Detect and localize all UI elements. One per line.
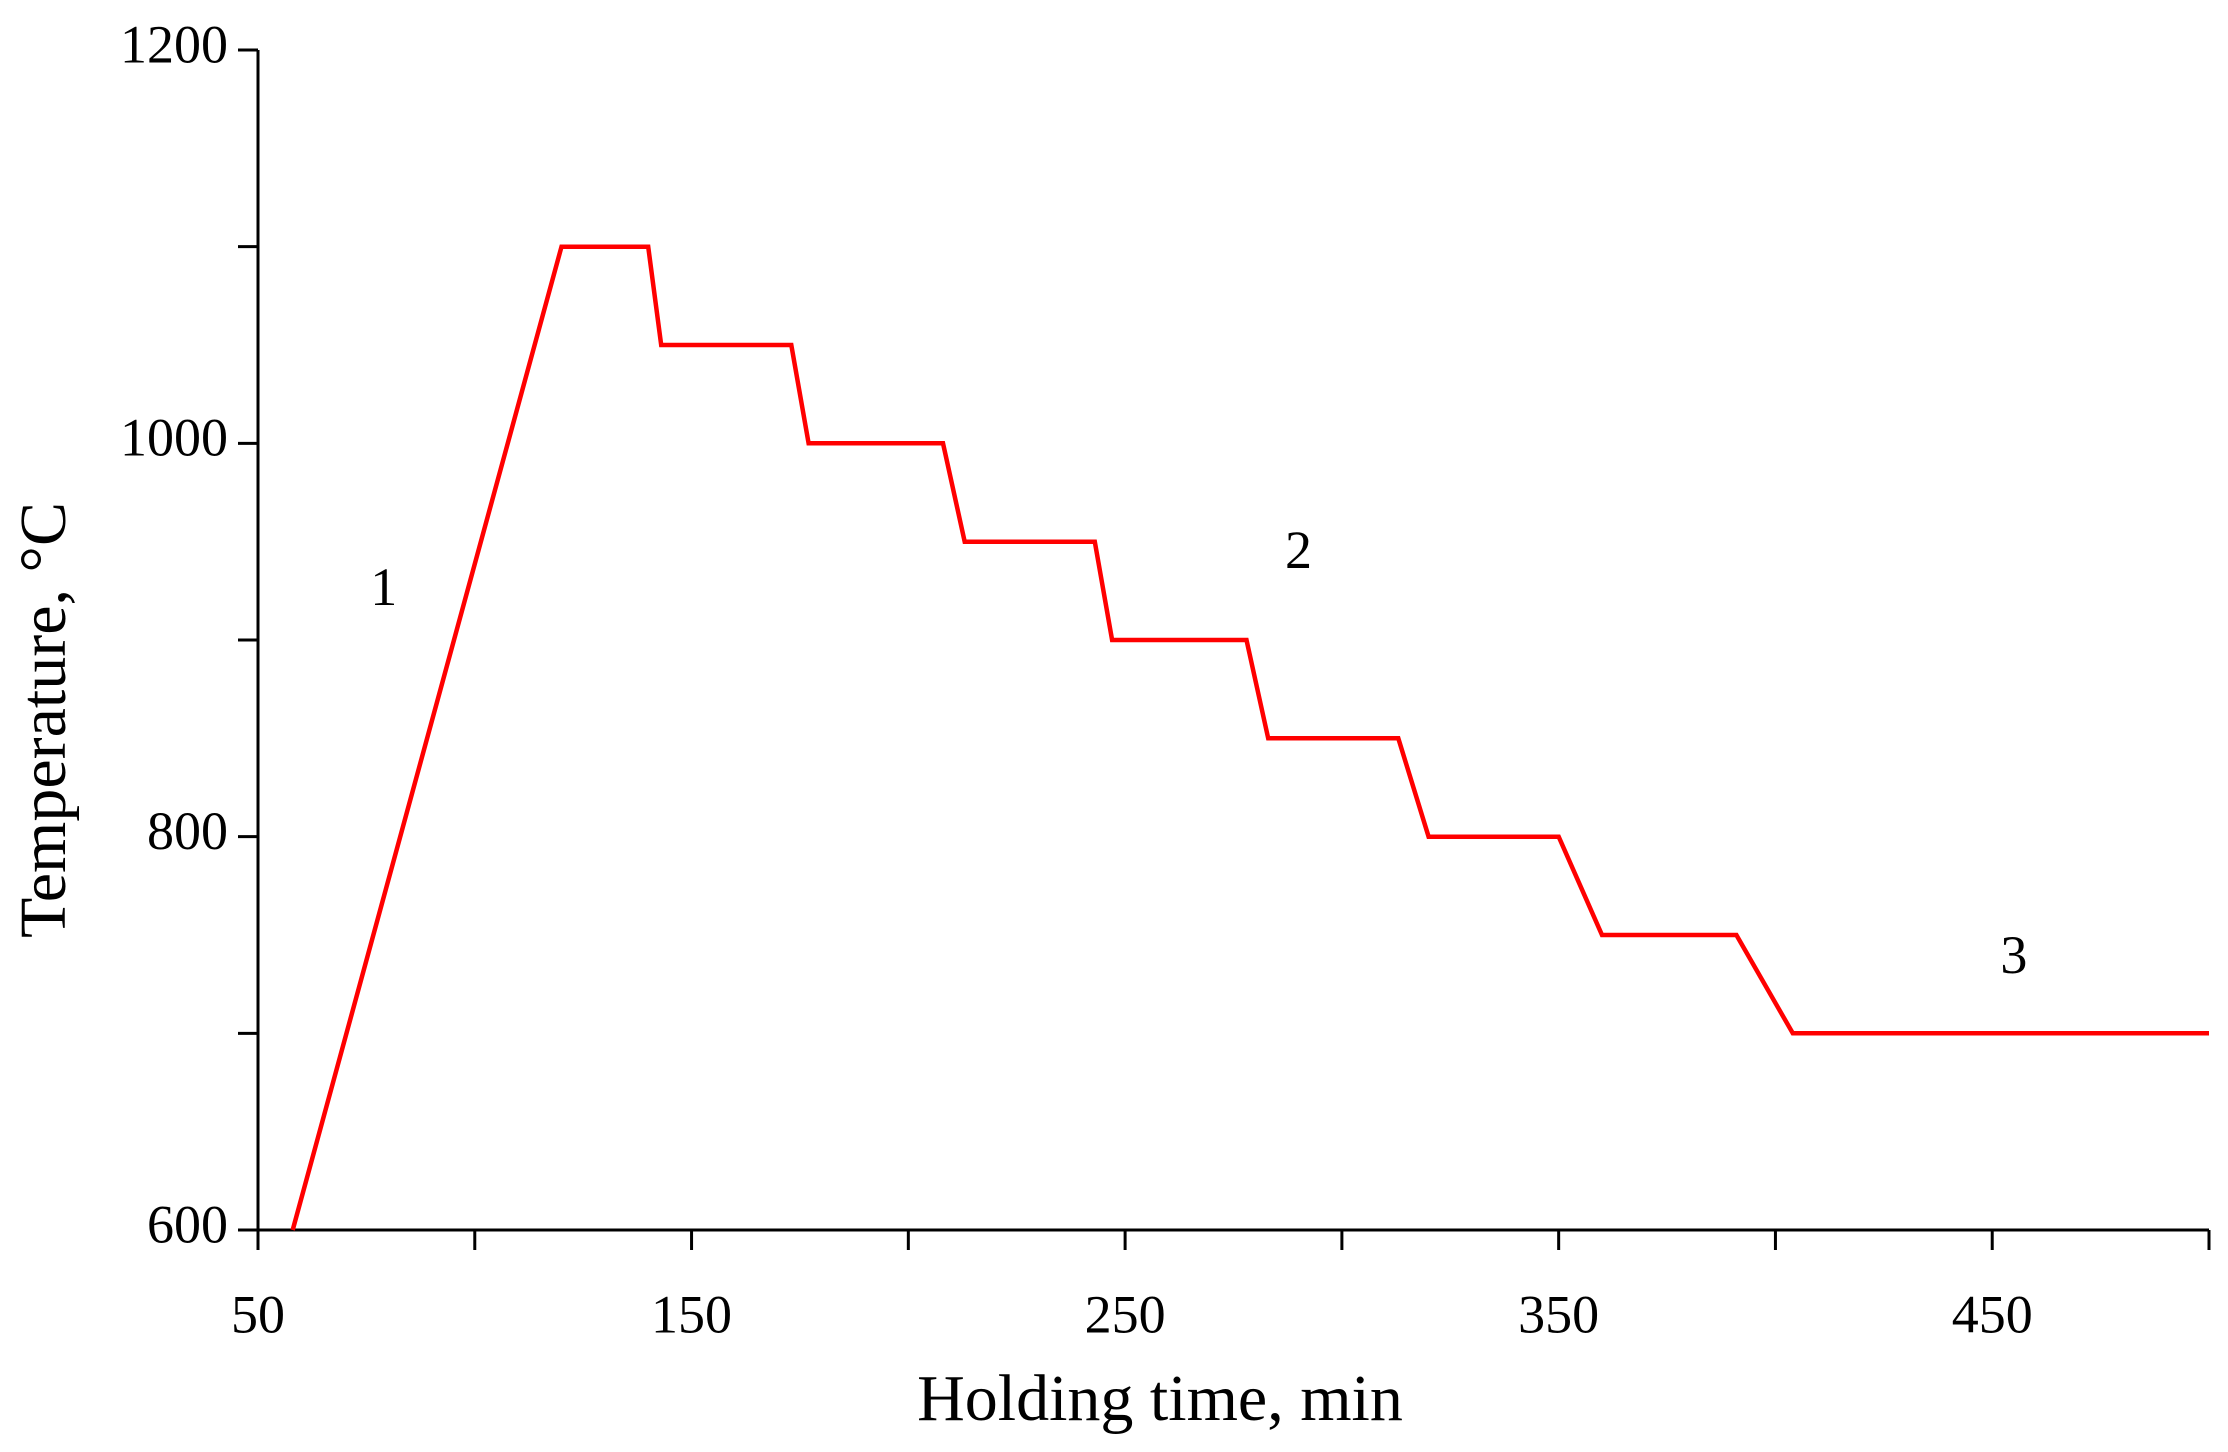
y-tick-label: 1000: [120, 408, 228, 468]
x-tick-label: 350: [1518, 1284, 1599, 1344]
annotation: 2: [1285, 520, 1312, 580]
x-tick-label: 150: [651, 1284, 732, 1344]
annotation: 1: [370, 557, 397, 617]
y-tick-label: 600: [147, 1194, 228, 1254]
y-tick-label: 800: [147, 801, 228, 861]
line-series: [290, 244, 2209, 1231]
y-axis-title: Temperature, °C: [7, 502, 80, 938]
y-tick-label: 1200: [120, 14, 228, 74]
x-tick-label: 50: [231, 1284, 285, 1344]
annotation: 3: [2000, 925, 2027, 985]
x-tick-label: 450: [1952, 1284, 2033, 1344]
x-axis-title: Holding time, min: [917, 1362, 1403, 1435]
x-tick-label: 250: [1085, 1284, 1166, 1344]
